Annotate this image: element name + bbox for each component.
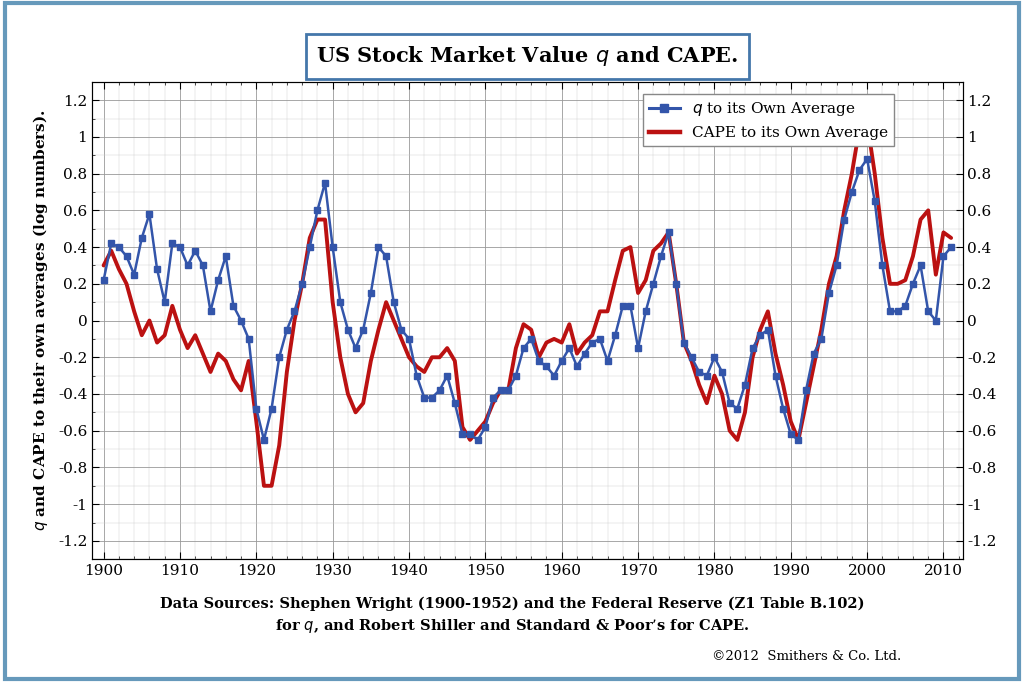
CAPE to its Own Average bbox=[945, 234, 957, 242]
Text: for $q$, and Robert Shiller and Standard & Poor’s for CAPE.: for $q$, and Robert Shiller and Standard… bbox=[274, 617, 750, 635]
$q$ to its Own Average bbox=[579, 349, 591, 357]
CAPE to its Own Average bbox=[258, 481, 270, 490]
CAPE to its Own Average bbox=[579, 338, 591, 346]
Text: Data Sources: Shephen Wright (1900-1952) and the Federal Reserve (Z1 Table B.102: Data Sources: Shephen Wright (1900-1952)… bbox=[160, 596, 864, 611]
$q$ to its Own Average bbox=[258, 436, 270, 444]
CAPE to its Own Average bbox=[97, 261, 110, 269]
Title: US Stock Market Value $q$ and CAPE.: US Stock Market Value $q$ and CAPE. bbox=[316, 44, 738, 68]
CAPE to its Own Average bbox=[762, 308, 774, 316]
$q$ to its Own Average bbox=[861, 155, 873, 163]
CAPE to its Own Average bbox=[861, 118, 873, 126]
$q$ to its Own Average bbox=[402, 335, 415, 343]
$q$ to its Own Average bbox=[945, 243, 957, 251]
Y-axis label: $q$ and CAPE to their own averages (log numbers).: $q$ and CAPE to their own averages (log … bbox=[31, 110, 49, 531]
CAPE to its Own Average bbox=[930, 271, 942, 279]
Line: CAPE to its Own Average: CAPE to its Own Average bbox=[103, 122, 951, 486]
Line: $q$ to its Own Average: $q$ to its Own Average bbox=[100, 156, 954, 443]
Text: ©2012  Smithers & Co. Ltd.: ©2012 Smithers & Co. Ltd. bbox=[712, 649, 901, 663]
$q$ to its Own Average bbox=[97, 276, 110, 284]
CAPE to its Own Average bbox=[678, 338, 690, 346]
$q$ to its Own Average bbox=[678, 338, 690, 346]
CAPE to its Own Average bbox=[716, 390, 728, 398]
CAPE to its Own Average bbox=[402, 353, 415, 361]
$q$ to its Own Average bbox=[930, 316, 942, 325]
Legend: $q$ to its Own Average, CAPE to its Own Average: $q$ to its Own Average, CAPE to its Own … bbox=[643, 94, 894, 146]
$q$ to its Own Average bbox=[762, 325, 774, 333]
$q$ to its Own Average bbox=[716, 368, 728, 376]
